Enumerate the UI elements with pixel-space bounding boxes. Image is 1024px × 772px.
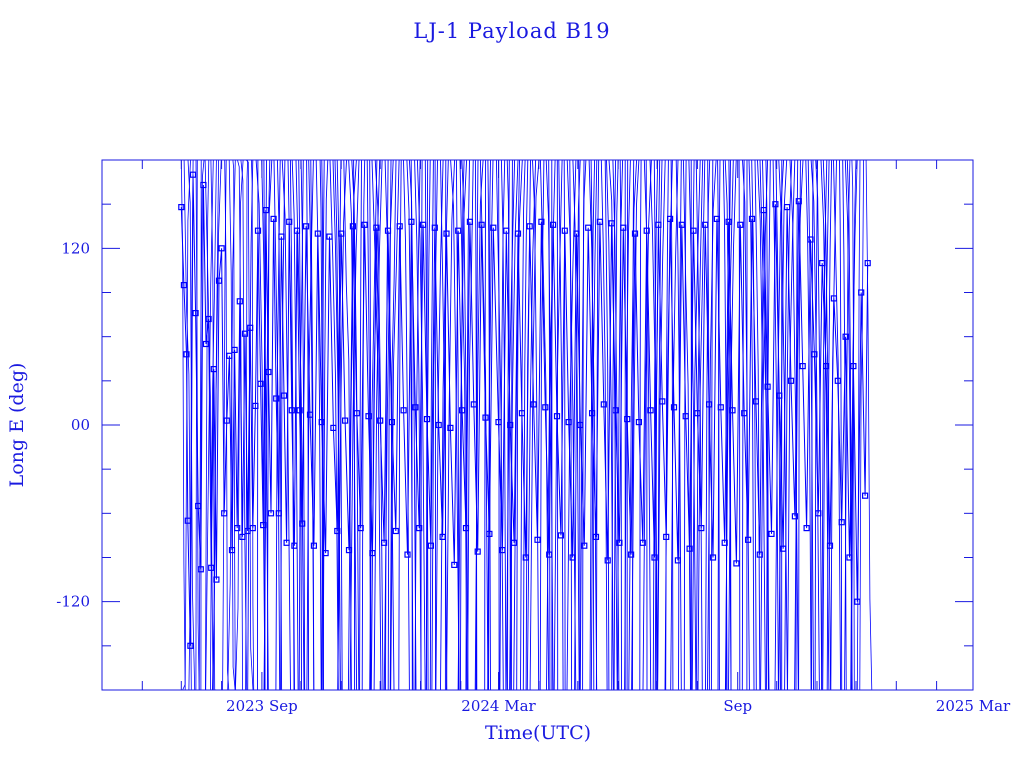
x-axis-label: Time(UTC) — [485, 722, 591, 744]
track-segment — [742, 160, 744, 690]
y-tick-label: 00 — [71, 416, 90, 434]
y-tick-label: -120 — [56, 593, 90, 611]
track-segment — [843, 160, 847, 690]
track-segment — [421, 160, 422, 690]
chart-title: LJ-1 Payload B19 — [413, 19, 610, 43]
track-segment — [860, 160, 864, 690]
y-axis-label: Long E (deg) — [6, 363, 28, 488]
plot-area — [179, 160, 872, 690]
track-segment — [554, 160, 562, 690]
y-tick-label: 120 — [61, 239, 90, 257]
track-segment — [360, 160, 362, 690]
x-tick-label: 2025 Mar — [936, 697, 1011, 715]
track-segment — [866, 160, 872, 690]
x-tick-label: 2024 Mar — [461, 697, 536, 715]
x-tick-label: 2023 Sep — [226, 697, 298, 715]
track-segment — [430, 160, 433, 690]
x-tick-label: Sep — [723, 697, 752, 715]
track-segment — [788, 160, 795, 690]
